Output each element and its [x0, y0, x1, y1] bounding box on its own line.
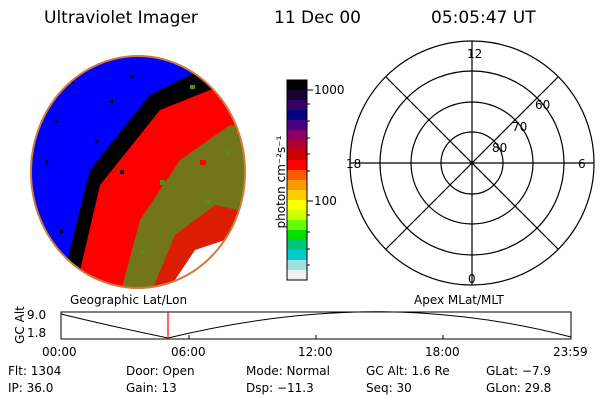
colorbar-segment [287, 240, 307, 251]
colorbar-segment [287, 80, 307, 91]
instrument-title: Ultraviolet Imager [44, 8, 198, 28]
colorbar [287, 80, 307, 281]
ip-value: IP: 36.0 [8, 381, 54, 395]
xtick-0600: 06:00 [171, 345, 206, 359]
colorbar-segment [287, 230, 307, 241]
colorbar-segment [287, 260, 307, 271]
mlt-label-18: 18 [346, 157, 362, 171]
dsp-value: Dsp: −11.3 [246, 381, 314, 395]
colorbar-label-1000: 1000 [314, 83, 345, 97]
colorbar-segment [287, 110, 307, 121]
colorbar-segment [287, 220, 307, 231]
lat-label-60: 60 [535, 98, 551, 112]
colorbar-segment [287, 90, 307, 101]
gain-value: Gain: 13 [126, 381, 177, 395]
colorbar-segment [287, 170, 307, 181]
colorbar-segment [287, 190, 307, 201]
polar-grid [349, 40, 595, 286]
mlt-label-12: 12 [467, 47, 483, 61]
colorbar-unit-label: photon cm⁻²s⁻¹ [274, 135, 288, 229]
door-status: Door: Open [126, 364, 195, 378]
xtick-0000: 00:00 [42, 345, 77, 359]
gc-altitude: GC Alt: 1.6 Re [366, 364, 450, 378]
colorbar-segment [287, 160, 307, 171]
date-label: 11 Dec 00 [274, 8, 361, 28]
colorbar-label-100: 100 [314, 194, 337, 208]
colorbar-segment [287, 250, 307, 261]
apex-label: Apex MLat/MLT [414, 293, 504, 307]
flight-number: Flt: 1304 [8, 364, 62, 378]
colorbar-segment [287, 130, 307, 141]
colorbar-segment [287, 100, 307, 111]
xtick-2359: 23:59 [553, 345, 588, 359]
altitude-ytick-bottom: 1.8 [27, 326, 47, 340]
mlt-label-6: 6 [578, 157, 586, 171]
time-label: 05:05:47 UT [431, 8, 536, 28]
colorbar-segment [287, 120, 307, 131]
xtick-1200: 12:00 [298, 345, 333, 359]
colorbar-segment [287, 270, 307, 281]
altitude-ytick-top: 9.0 [27, 308, 47, 322]
altitude-plot [60, 311, 572, 340]
colorbar-segment [287, 150, 307, 161]
geographic-label: Geographic Lat/Lon [70, 293, 188, 307]
lat-label-80: 80 [492, 141, 508, 155]
uv-image [30, 55, 246, 289]
mode-value: Mode: Normal [246, 364, 330, 378]
altitude-ylabel: GC Alt [13, 306, 27, 344]
sequence-number: Seq: 30 [366, 381, 412, 395]
colorbar-segment [287, 180, 307, 191]
colorbar-segment [287, 210, 307, 221]
colorbar-segment [287, 140, 307, 151]
geographic-latitude: GLat: −7.9 [486, 364, 552, 378]
xtick-1800: 18:00 [425, 345, 460, 359]
geographic-longitude: GLon: 29.8 [486, 381, 552, 395]
mlt-label-0: 0 [468, 272, 476, 286]
colorbar-segment [287, 200, 307, 211]
lat-label-70: 70 [512, 120, 528, 134]
